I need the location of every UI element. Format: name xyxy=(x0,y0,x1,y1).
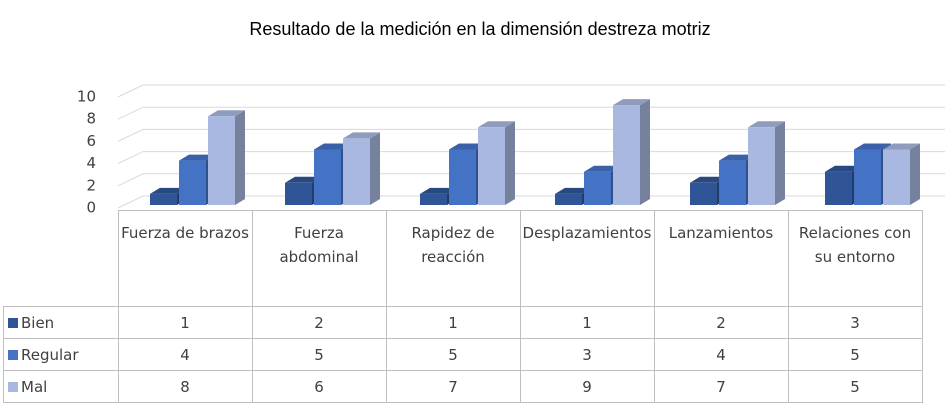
y-tick-label: 10 xyxy=(77,88,96,106)
bar-top xyxy=(748,121,785,128)
category-cell: Relaciones con su entorno xyxy=(787,210,923,307)
value-cell: 7 xyxy=(653,370,789,403)
legend-cell: Bien xyxy=(3,306,119,339)
value-cell: 3 xyxy=(787,306,923,339)
bar-top xyxy=(883,143,920,150)
corner-cell xyxy=(3,210,119,307)
category-cell: Fuerza de brazos xyxy=(117,210,253,307)
bar-top xyxy=(584,165,621,172)
bar xyxy=(613,105,640,205)
bar xyxy=(449,149,476,205)
y-tick-label: 6 xyxy=(86,132,96,150)
bar xyxy=(748,127,775,205)
y-tick-label: 4 xyxy=(86,154,96,172)
value-cell: 1 xyxy=(385,306,521,339)
bar-side xyxy=(370,132,380,205)
grid-line xyxy=(117,173,945,187)
legend-label: Bien xyxy=(21,313,55,332)
value-cell: 3 xyxy=(519,338,655,371)
bar-top xyxy=(825,165,862,172)
value-cell: 1 xyxy=(117,306,253,339)
bar-side xyxy=(235,110,245,205)
bar xyxy=(314,149,341,205)
bar-side xyxy=(505,121,515,205)
chart-title: Resultado de la medición en la dimensión… xyxy=(249,19,710,39)
grid-line xyxy=(117,151,945,165)
series-row: Regular 4 5 5 3 4 5 xyxy=(3,338,923,371)
series-row: Mal 8 6 7 9 7 5 xyxy=(3,370,923,403)
y-tick-label: 0 xyxy=(86,199,96,217)
bar xyxy=(883,149,910,205)
bar-top xyxy=(420,187,457,194)
grid-line xyxy=(117,106,945,120)
bar xyxy=(584,171,611,205)
category-cell: Lanzamientos xyxy=(653,210,789,307)
legend-swatch xyxy=(8,381,18,392)
bar xyxy=(719,160,746,205)
category-cell: Rapidez de reacción xyxy=(385,210,521,307)
value-cell: 4 xyxy=(653,338,789,371)
value-cell: 5 xyxy=(251,338,387,371)
bar-side xyxy=(775,121,785,205)
bar xyxy=(420,193,447,205)
bar-top xyxy=(478,121,515,128)
bar-top xyxy=(854,143,891,150)
bar xyxy=(555,193,582,205)
bar-top xyxy=(555,187,592,194)
series-row: Bien 1 2 1 1 2 3 xyxy=(3,306,923,339)
bar-top xyxy=(690,176,727,183)
value-cell: 4 xyxy=(117,338,253,371)
y-tick-label: 2 xyxy=(86,176,96,194)
value-cell: 7 xyxy=(385,370,521,403)
value-cell: 9 xyxy=(519,370,655,403)
grid-line xyxy=(117,128,945,142)
grid-line xyxy=(117,195,945,209)
legend-label: Mal xyxy=(21,377,48,396)
bar-top xyxy=(208,110,245,117)
legend-cell: Regular xyxy=(3,338,119,371)
bar-top xyxy=(285,176,322,183)
bar-top xyxy=(314,143,351,150)
bar-top xyxy=(179,154,216,161)
category-cell: Desplazamientos xyxy=(519,210,655,307)
value-cell: 2 xyxy=(653,306,789,339)
bar-top xyxy=(150,187,187,194)
value-cell: 2 xyxy=(251,306,387,339)
value-cell: 1 xyxy=(519,306,655,339)
value-cell: 6 xyxy=(251,370,387,403)
bar xyxy=(343,138,370,205)
bar xyxy=(208,116,235,205)
bar-top xyxy=(449,143,486,150)
legend-label: Regular xyxy=(21,345,79,364)
bar xyxy=(690,182,717,205)
bar-top xyxy=(343,132,380,139)
value-cell: 5 xyxy=(385,338,521,371)
bar-side xyxy=(640,99,650,205)
value-cell: 5 xyxy=(787,370,923,403)
bar-top xyxy=(719,154,756,161)
y-tick-label: 8 xyxy=(86,110,96,128)
bar xyxy=(825,171,852,205)
bar xyxy=(150,193,177,205)
legend-swatch xyxy=(8,349,18,360)
legend-swatch xyxy=(8,317,18,328)
bar xyxy=(478,127,505,205)
category-cell: Fuerza abdominal xyxy=(251,210,387,307)
value-cell: 8 xyxy=(117,370,253,403)
legend-cell: Mal xyxy=(3,370,119,403)
bar-top xyxy=(613,99,650,106)
bar-side xyxy=(910,143,920,205)
bar xyxy=(285,182,312,205)
header-row: Fuerza de brazos Fuerza abdominal Rapidez … xyxy=(3,210,923,307)
data-table: Fuerza de brazos Fuerza abdominal Rapidez … xyxy=(3,210,923,403)
value-cell: 5 xyxy=(787,338,923,371)
bar xyxy=(179,160,206,205)
grid-line xyxy=(117,84,945,98)
bar xyxy=(854,149,881,205)
